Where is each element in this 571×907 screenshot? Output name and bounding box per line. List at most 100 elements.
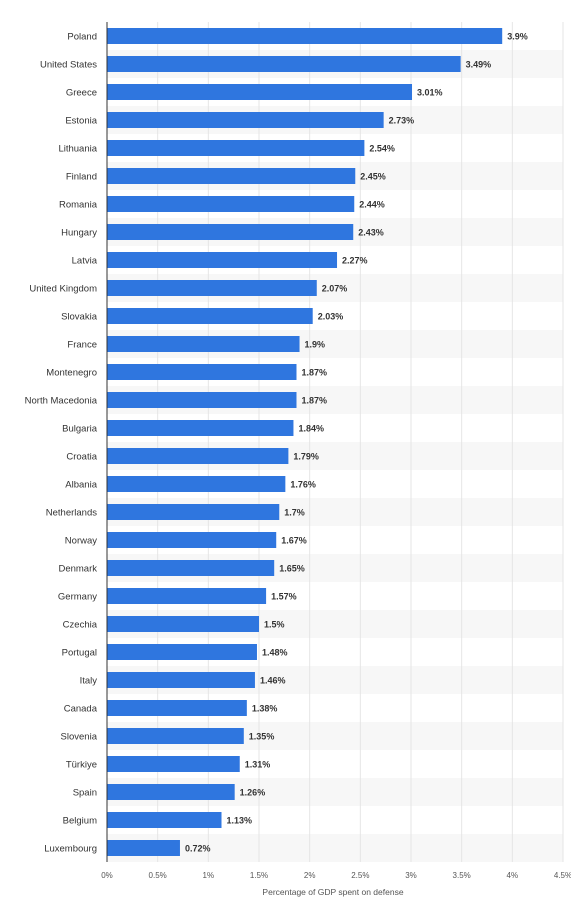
bar[interactable]: [107, 672, 255, 688]
bar[interactable]: [107, 644, 257, 660]
value-labels: 3.9% 3.49% 3.01% 2.73% 2.54% 2.45% 2.44% 2.43% 2…: [185, 32, 528, 854]
data-label: 3.49%: [466, 60, 492, 70]
bar[interactable]: [107, 392, 297, 408]
data-label: 0.72%: [185, 844, 211, 854]
data-label: 1.35%: [249, 732, 275, 742]
data-label: 1.7%: [284, 508, 305, 518]
bar[interactable]: [107, 84, 413, 100]
bar[interactable]: [107, 700, 247, 716]
data-label: 1.31%: [245, 760, 271, 770]
data-label: 1.84%: [298, 424, 324, 434]
bar[interactable]: [107, 140, 365, 156]
bar[interactable]: [107, 252, 338, 268]
bar[interactable]: [107, 504, 280, 520]
category-label: Albania: [65, 480, 97, 491]
data-label: 1.87%: [301, 368, 327, 378]
bar[interactable]: [107, 476, 286, 492]
data-label: 2.54%: [369, 144, 395, 154]
category-label: United Kingdom: [29, 284, 97, 295]
bar[interactable]: [107, 224, 354, 240]
category-label: Lithuania: [58, 144, 97, 155]
category-label: Italy: [80, 676, 98, 687]
category-label: Estonia: [65, 116, 97, 127]
category-label: France: [67, 340, 97, 351]
category-label: Denmark: [58, 564, 97, 575]
bar[interactable]: [107, 784, 235, 800]
bar[interactable]: [107, 560, 275, 576]
data-label: 1.76%: [290, 480, 316, 490]
x-axis-ticks: 0% 0.5% 1% 1.5% 2% 2.5% 3% 3.5% 4% 4.5%: [101, 871, 571, 880]
category-label: Bulgaria: [62, 424, 98, 435]
bar[interactable]: [107, 56, 461, 72]
bar[interactable]: [107, 168, 356, 184]
bar[interactable]: [107, 756, 240, 772]
category-label: Latvia: [72, 256, 98, 267]
data-label: 1.13%: [227, 816, 253, 826]
data-label: 2.73%: [389, 116, 415, 126]
bar[interactable]: [107, 364, 297, 380]
category-label: Finland: [66, 172, 97, 183]
data-label: 1.26%: [240, 788, 266, 798]
bar[interactable]: [107, 28, 503, 44]
bar[interactable]: [107, 112, 384, 128]
category-label: Greece: [66, 88, 97, 99]
data-label: 1.46%: [260, 676, 286, 686]
x-tick-label: 1.5%: [250, 871, 268, 880]
bar[interactable]: [107, 308, 313, 324]
bars: [107, 28, 503, 856]
bar[interactable]: [107, 812, 222, 828]
data-label: 2.44%: [359, 200, 385, 210]
category-label: Czechia: [63, 620, 98, 631]
data-label: 2.03%: [318, 312, 344, 322]
data-label: 2.43%: [358, 228, 384, 238]
category-label: Croatia: [66, 452, 97, 463]
category-label: United States: [40, 60, 97, 71]
data-label: 2.07%: [322, 284, 348, 294]
bar[interactable]: [107, 840, 180, 856]
category-label: Slovenia: [61, 732, 98, 743]
category-label: Portugal: [62, 648, 97, 659]
data-label: 1.57%: [271, 592, 297, 602]
data-label: 1.38%: [252, 704, 278, 714]
bar[interactable]: [107, 420, 294, 436]
category-label: Belgium: [63, 816, 97, 827]
category-label: Slovakia: [61, 312, 98, 323]
data-label: 1.9%: [305, 340, 326, 350]
bar[interactable]: [107, 616, 259, 632]
data-label: 1.5%: [264, 620, 285, 630]
category-label: Canada: [64, 704, 98, 715]
data-label: 3.01%: [417, 88, 443, 98]
x-tick-label: 1%: [203, 871, 215, 880]
bar[interactable]: [107, 728, 244, 744]
data-label: 1.67%: [281, 536, 307, 546]
row-stripe: [107, 834, 563, 862]
data-label: 1.87%: [301, 396, 327, 406]
x-tick-label: 0%: [101, 871, 113, 880]
category-label: Hungary: [61, 228, 97, 239]
x-tick-label: 0.5%: [149, 871, 167, 880]
category-label: North Macedonia: [25, 396, 98, 407]
category-label: Germany: [58, 592, 97, 603]
category-label: Luxembourg: [44, 844, 97, 855]
data-label: 3.9%: [507, 32, 528, 42]
x-tick-label: 4%: [507, 871, 519, 880]
category-label: Romania: [59, 200, 98, 211]
category-label: Montenegro: [46, 368, 97, 379]
bar[interactable]: [107, 196, 355, 212]
bar[interactable]: [107, 448, 289, 464]
x-axis-title: Percentage of GDP spent on defense: [262, 887, 403, 897]
x-tick-label: 4.5%: [554, 871, 571, 880]
x-tick-label: 3%: [405, 871, 417, 880]
x-tick-label: 2%: [304, 871, 316, 880]
category-label: Netherlands: [46, 508, 97, 519]
bar[interactable]: [107, 532, 277, 548]
bar[interactable]: [107, 336, 300, 352]
bar[interactable]: [107, 588, 267, 604]
gridlines: [157, 22, 564, 862]
data-label: 1.48%: [262, 648, 288, 658]
category-label: Norway: [65, 536, 97, 547]
bar[interactable]: [107, 280, 317, 296]
category-label: Spain: [73, 788, 97, 799]
